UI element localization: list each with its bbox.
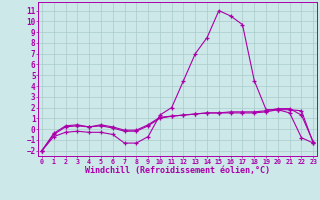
X-axis label: Windchill (Refroidissement éolien,°C): Windchill (Refroidissement éolien,°C)	[85, 166, 270, 175]
